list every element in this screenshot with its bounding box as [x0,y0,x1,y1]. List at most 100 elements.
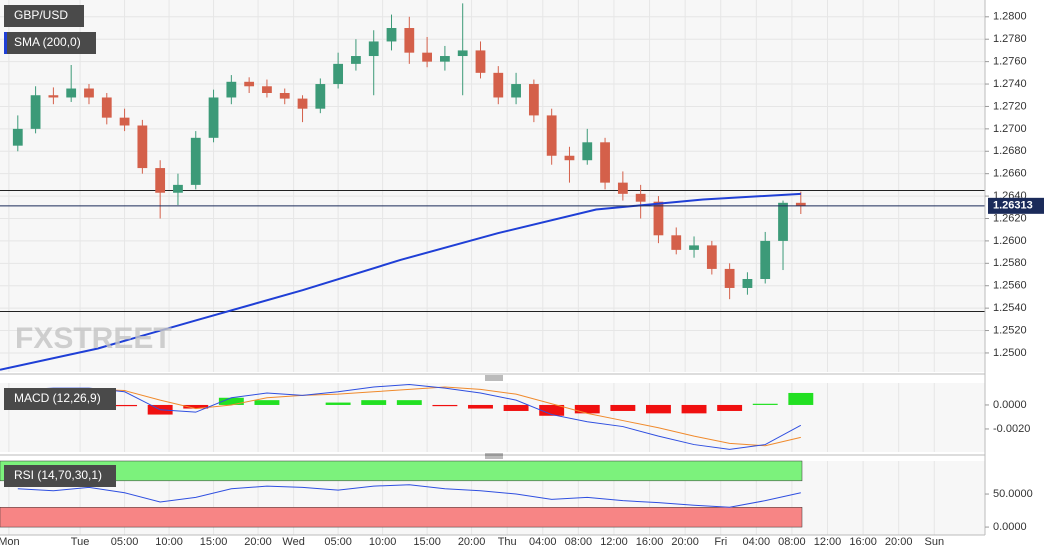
macd-line [17,384,802,450]
histogram-bar [183,404,209,409]
x-tick-label: 04:00 [529,536,557,548]
candle-body [333,63,344,85]
x-tick-label: Thu [498,536,517,548]
candle-body [119,117,130,126]
y-tick-label: 1.2780 [993,33,1027,45]
candle-body [84,88,94,98]
signal-line [17,386,801,447]
x-tick-label: 05:00 [111,536,139,548]
legend-symbol[interactable]: GBP/USD [4,5,84,27]
y-tick-label: 1.2680 [993,145,1027,157]
x-tick-label: 20:00 [671,536,699,548]
candle-body [600,142,610,183]
candle-body [208,97,219,138]
candle-body [440,56,450,62]
candle-body [457,50,468,57]
histogram-bar [218,397,244,405]
y-tick-label: 1.2500 [993,347,1027,359]
candle-body [528,84,539,116]
y-tick-label: 1.2540 [993,302,1027,314]
y-tick-label: 1.2560 [993,280,1027,292]
candle-body [493,72,504,98]
candle-body [279,93,290,99]
y-tick-label: 1.2580 [993,257,1027,269]
candle-body [386,28,397,42]
y-tick-label: 1.2660 [993,168,1027,180]
histogram-bar [752,403,778,405]
candle-body [795,202,806,206]
candle-body [66,88,77,98]
candle-body [617,182,628,194]
candle-body [422,52,432,62]
y-tick-label: -0.0020 [993,423,1030,435]
candle-body [12,128,23,146]
x-tick-label: Tue [71,536,90,548]
candle-body [742,279,753,288]
x-tick-label: 08:00 [565,536,593,548]
candle-body [546,115,557,156]
histogram-bar [361,400,387,405]
candle-body [760,240,771,279]
candle-body [315,84,326,109]
candle-body [706,245,717,269]
candle-body [511,84,521,98]
histogram-bar [788,392,814,405]
histogram-bar [681,404,707,414]
y-tick-label: 1.2720 [993,100,1027,112]
y-tick-label: 1.2600 [993,235,1027,247]
candle-body [101,97,112,118]
candle-body [48,95,59,98]
candle-body [778,202,788,241]
y-tick-label: 50.0000 [993,488,1033,500]
histogram-bar [396,400,422,405]
x-tick-label: 10:00 [369,536,397,548]
candle-body [244,81,255,87]
symbol-label: GBP/USD [14,8,68,22]
legend-macd[interactable]: MACD (12,26,9) [4,388,116,410]
histogram-bar [468,404,493,409]
indicator-label: SMA (200,0) [14,35,81,49]
legend-sma[interactable]: SMA (200,0) [4,32,96,54]
histogram-bar [645,404,671,414]
plot [0,3,985,528]
macd-panel [0,383,985,452]
candle-body [226,81,237,98]
x-tick-label: 20:00 [458,536,486,548]
indicator-color [4,32,7,54]
symbol-box [4,5,84,27]
rsi-band [0,507,803,528]
x-tick-label: 08:00 [778,536,806,548]
candle-body [297,98,308,109]
candle-body [30,95,41,129]
x-tick-label: 15:00 [200,536,228,548]
candle-body [190,137,201,185]
rsi-line [17,484,801,508]
candle-body [564,155,575,161]
indicator-box [4,32,96,54]
axes: Mon Tue 05:00 10:00 15:00 20:00 Wed 05:00 10:00 1… [0,11,1044,548]
histogram-bar [432,404,458,407]
x-tick-label: Wed [282,536,304,548]
legend-rsi[interactable]: RSI (14,70,30,1) [4,465,116,487]
candle-body [475,50,486,73]
candle-body [173,184,183,193]
x-tick-label: 15:00 [413,536,441,548]
histogram-bar [574,404,600,414]
x-tick-label: 04:00 [743,536,771,548]
candle-body [635,193,646,202]
resize-handle[interactable] [485,375,503,381]
histogram-bar [503,404,529,411]
candle-body [689,245,699,250]
y-tick-label: 1.2760 [993,56,1027,68]
indicator-box [4,388,116,410]
candle-body [582,142,593,161]
candle-body [351,56,361,64]
candle-body [404,28,415,53]
y-tick-label: 1.2740 [993,78,1027,90]
price-panel [0,0,985,372]
watermark: FXSTREET [15,322,172,355]
resize-handle[interactable] [485,453,503,459]
sma-line [0,192,801,371]
y-tick-label: 0.0000 [993,399,1027,411]
indicator-label: MACD (12,26,9) [14,391,101,405]
